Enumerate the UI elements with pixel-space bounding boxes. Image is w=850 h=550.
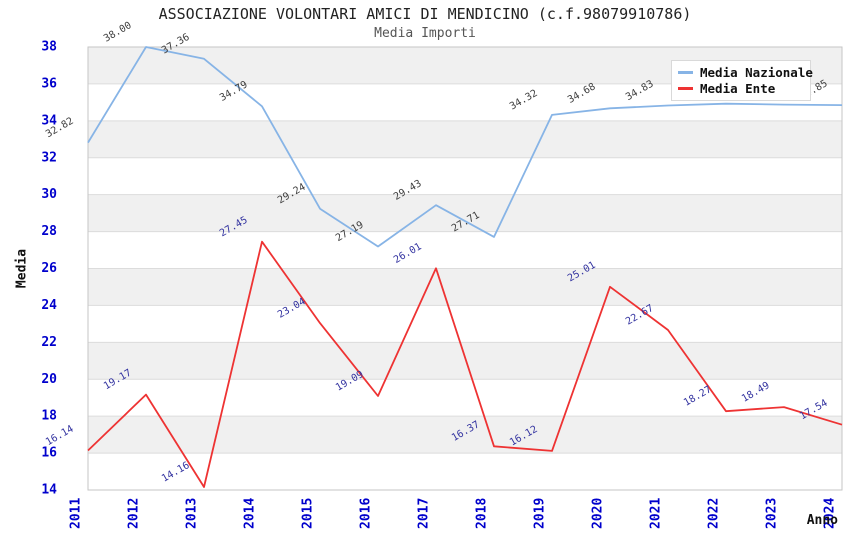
media-ente-swatch-icon: [678, 87, 693, 91]
y-tick-label: 18: [41, 409, 57, 424]
y-tick-label: 26: [41, 261, 57, 276]
plot-band: [88, 194, 842, 232]
plot-band: [88, 268, 842, 306]
legend-label-media-ente: Media Ente: [700, 81, 776, 97]
x-tick-label: 2019: [533, 498, 548, 529]
media-nazionale-line: [87, 46, 843, 248]
x-tick-label: 2014: [243, 498, 258, 529]
y-tick-label: 32: [41, 150, 57, 165]
y-tick-label: 16: [41, 446, 57, 461]
media-ente-point-label: 16.14: [44, 424, 76, 449]
y-tick-label: 30: [41, 187, 57, 202]
plot-band: [88, 453, 842, 490]
plot-band: [88, 342, 842, 380]
plot-band: [88, 231, 842, 269]
chart-subtitle: Media Importi: [374, 26, 476, 41]
plot-band: [88, 157, 842, 195]
x-axis-title: Anno: [806, 513, 838, 528]
y-tick-label: 14: [41, 483, 57, 498]
chart-title: ASSOCIAZIONE VOLONTARI AMICI DI MENDICIN…: [158, 5, 692, 23]
x-tick-label: 2022: [707, 498, 722, 529]
y-tick-label: 36: [41, 76, 57, 91]
x-tick-label: 2012: [127, 498, 142, 529]
media-nazionale-swatch-icon: [678, 70, 693, 74]
x-tick-label: 2017: [417, 498, 432, 529]
x-tick-label: 2020: [591, 498, 606, 529]
y-tick-label: 24: [41, 298, 57, 313]
x-tick-label: 2023: [765, 498, 780, 529]
media-ente-line: [87, 240, 843, 488]
x-tick-label: 2015: [301, 498, 316, 529]
y-tick-label: 22: [41, 335, 57, 350]
x-tick-label: 2024: [823, 498, 838, 529]
x-tick-label: 2018: [475, 498, 490, 529]
legend-item-media-ente: Media Ente: [678, 81, 804, 96]
legend-label-media-nazionale: Media Nazionale: [700, 64, 813, 80]
y-tick-label: 38: [41, 40, 57, 55]
x-tick-label: 2011: [69, 498, 84, 529]
legend: Media Nazionale Media Ente: [671, 60, 813, 101]
plot-band: [88, 305, 842, 343]
y-tick-label: 28: [41, 224, 57, 239]
y-tick-label: 20: [41, 372, 57, 387]
legend-item-media-nazionale: Media Nazionale: [678, 65, 813, 80]
x-tick-label: 2016: [359, 498, 374, 529]
media-nazionale-point-label: 38.00: [102, 20, 134, 45]
plot-border: [87, 46, 843, 491]
plot-band: [88, 120, 842, 158]
x-tick-label: 2013: [185, 498, 200, 529]
y-tick-label: 34: [41, 113, 57, 128]
x-tick-label: 2021: [649, 498, 664, 529]
